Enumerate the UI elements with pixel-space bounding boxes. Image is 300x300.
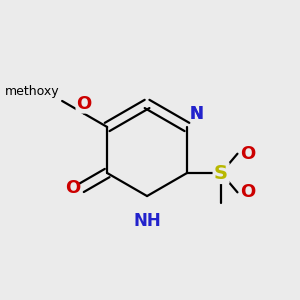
Text: N: N: [190, 104, 204, 122]
Text: N: N: [190, 104, 204, 122]
Text: methoxy: methoxy: [5, 85, 60, 98]
Text: NH: NH: [133, 212, 161, 230]
Text: O: O: [76, 95, 92, 113]
Text: S: S: [214, 164, 228, 182]
Text: O: O: [240, 145, 255, 163]
Text: O: O: [240, 183, 255, 201]
Text: O: O: [65, 179, 80, 197]
